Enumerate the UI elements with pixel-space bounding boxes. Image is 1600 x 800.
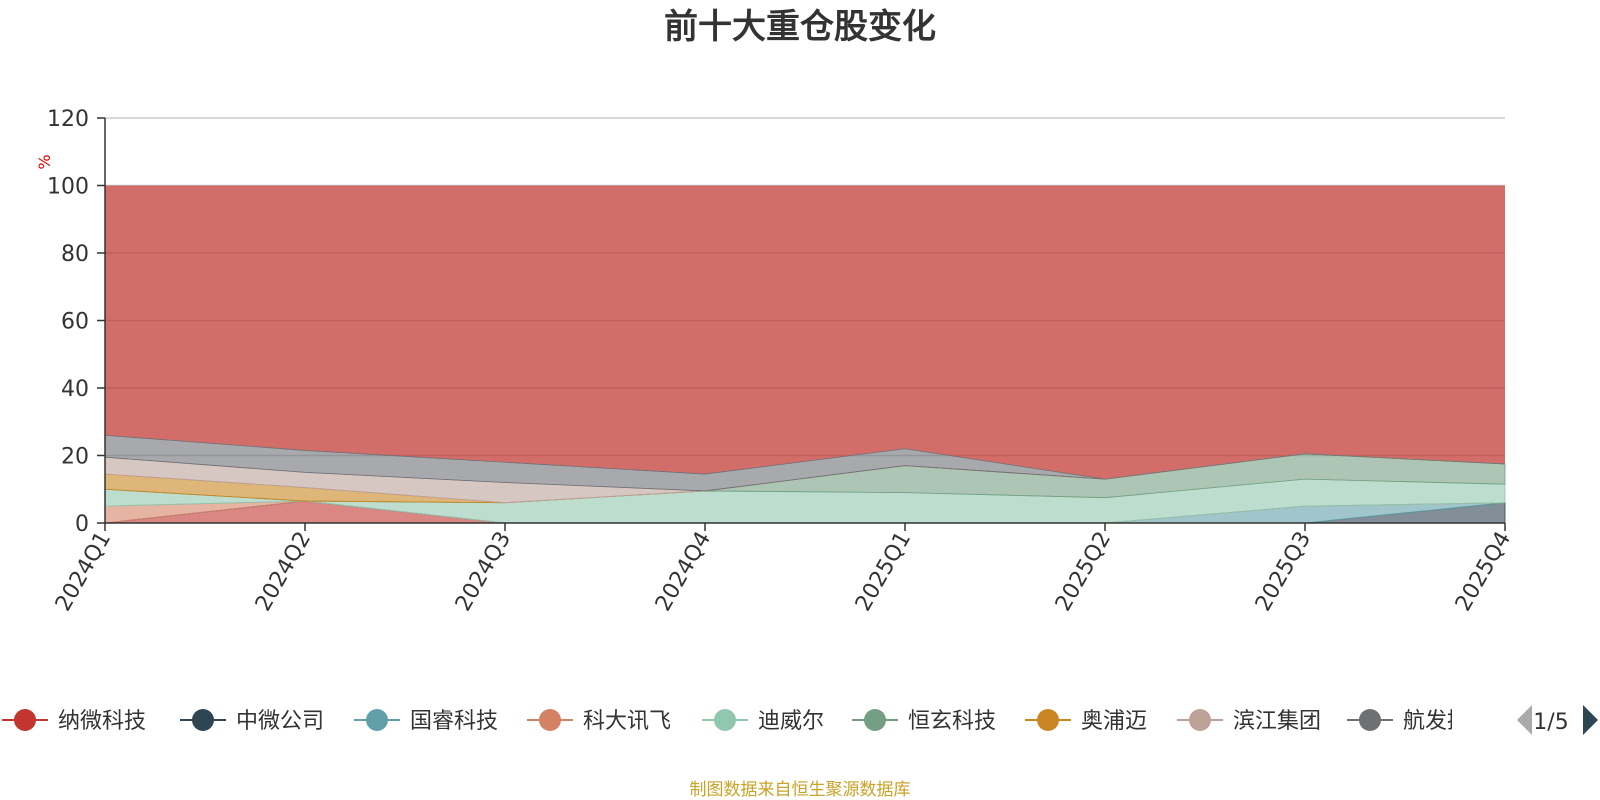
x-tick-label: 2024Q3 — [451, 528, 516, 616]
legend-label: 奥浦迈 — [1081, 709, 1147, 734]
legend-marker-icon — [14, 709, 36, 731]
legend-pager: 1/5 — [1517, 705, 1598, 735]
legend-item[interactable]: 中微公司 — [180, 709, 324, 734]
legend-label: 中微公司 — [236, 709, 324, 734]
legend-marker-icon — [864, 709, 886, 731]
legend-item[interactable]: 恒玄科技 — [852, 709, 996, 734]
y-tick-label: 120 — [47, 107, 89, 132]
y-tick-label: 100 — [47, 175, 89, 200]
y-tick-label: 80 — [61, 242, 89, 267]
legend-label: 国睿科技 — [410, 709, 498, 734]
chart-title: 前十大重仓股变化 — [664, 7, 936, 47]
legend-label: 恒玄科技 — [908, 709, 996, 734]
y-tick-label: 0 — [75, 512, 89, 537]
legend-marker-icon — [192, 709, 214, 731]
legend-next-icon[interactable] — [1583, 705, 1598, 735]
y-tick-label: 20 — [61, 445, 89, 470]
legend-marker-icon — [1189, 709, 1211, 731]
x-tick-label: 2024Q4 — [651, 528, 716, 616]
legend-marker-icon — [539, 709, 561, 731]
legend-marker-icon — [714, 709, 736, 731]
x-tick-label: 2025Q2 — [1051, 528, 1116, 616]
legend-item[interactable]: 纳微科技 — [2, 709, 146, 734]
legend-marker-icon — [366, 709, 388, 731]
legend-item[interactable]: 迪威尔 — [702, 709, 824, 734]
legend-item[interactable]: 科大讯飞 — [527, 709, 671, 734]
x-tick-label: 2025Q1 — [851, 528, 916, 616]
legend-label: 航发控制 — [1403, 709, 1491, 734]
legend-marker-icon — [1359, 709, 1381, 731]
legend-prev-icon[interactable] — [1517, 705, 1532, 735]
x-tick-label: 2025Q3 — [1251, 528, 1316, 616]
legend-item[interactable]: 滨江集团 — [1177, 709, 1321, 734]
series-area-8 — [104, 434, 1506, 492]
x-tick-label: 2024Q2 — [251, 528, 316, 616]
legend-label: 科大讯飞 — [583, 709, 671, 734]
area-layer — [104, 185, 1506, 524]
series-area-others — [105, 185, 1505, 480]
y-tick-label: 60 — [61, 310, 89, 335]
legend-label: 纳微科技 — [58, 709, 146, 734]
legend-item[interactable]: 航发控制 — [1347, 709, 1491, 734]
y-tick-label: 40 — [61, 377, 89, 402]
legend-page-indicator: 1/5 — [1533, 710, 1568, 735]
legend-item[interactable]: 奥浦迈 — [1025, 709, 1147, 734]
data-source-note: 制图数据来自恒生聚源数据库 — [690, 780, 911, 800]
legend-label: 迪威尔 — [758, 709, 824, 734]
legend-label: 滨江集团 — [1233, 709, 1321, 734]
y-unit-label: % — [35, 154, 54, 169]
legend-item[interactable]: 国睿科技 — [354, 709, 498, 734]
x-tick-label: 2025Q4 — [1451, 528, 1516, 616]
legend-marker-icon — [1037, 709, 1059, 731]
legend: 纳微科技 中微公司 国睿科技 科大讯飞 迪威尔 恒玄科技 奥浦迈 滨江集团 航发控制 — [2, 709, 1491, 734]
x-tick-label: 2024Q1 — [51, 528, 116, 616]
